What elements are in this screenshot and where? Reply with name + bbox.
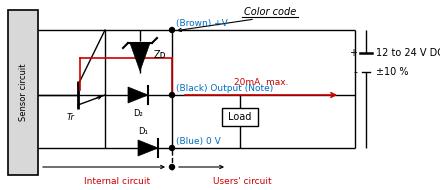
Text: (Blue) 0 V: (Blue) 0 V [176, 137, 221, 146]
Text: ±10 %: ±10 % [376, 67, 408, 77]
Polygon shape [138, 140, 158, 156]
Text: 12 to 24 V DC: 12 to 24 V DC [376, 48, 440, 58]
Text: Sensor circuit: Sensor circuit [18, 64, 27, 121]
Text: (Brown) +V: (Brown) +V [176, 19, 228, 28]
Bar [8, 10, 38, 175]
Text: 20mA  max.: 20mA max. [234, 78, 288, 87]
Text: Users' circuit: Users' circuit [213, 177, 271, 186]
Circle shape [169, 28, 175, 32]
Text: Color code: Color code [244, 7, 296, 17]
Bar [222, 108, 258, 126]
Polygon shape [130, 43, 150, 71]
Circle shape [169, 146, 175, 150]
Text: Internal circuit: Internal circuit [84, 177, 150, 186]
Circle shape [169, 165, 175, 169]
Text: (Black) Output (Note): (Black) Output (Note) [176, 84, 273, 93]
Circle shape [169, 93, 175, 97]
Polygon shape [128, 87, 148, 103]
Text: Tr: Tr [67, 113, 75, 122]
Text: Load: Load [228, 112, 252, 122]
Text: D₁: D₁ [138, 127, 148, 136]
Text: -: - [353, 67, 357, 77]
Text: D₂: D₂ [133, 109, 143, 118]
Text: +: + [349, 48, 357, 58]
Text: Zᴅ: Zᴅ [154, 50, 166, 60]
